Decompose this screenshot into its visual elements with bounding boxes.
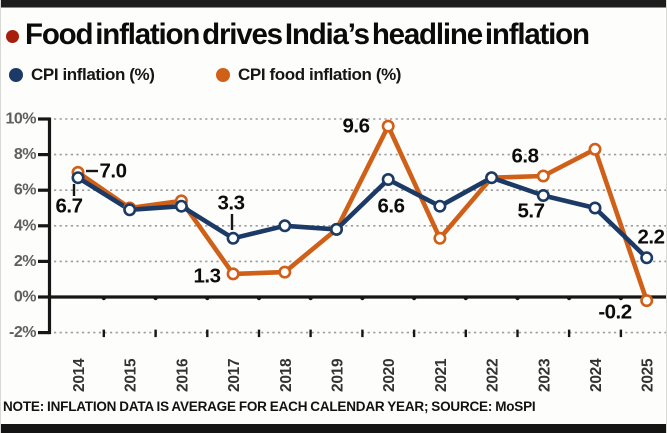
food-line (75, 123, 650, 303)
x-axis-tick-dot (360, 295, 365, 301)
y-tick-label: 10% (5, 111, 36, 128)
data-point (381, 173, 395, 187)
legend-label-cpi: CPI inflation (%) (31, 65, 155, 84)
chart-legend: CPI inflation (%) CPI food inflation (%) (9, 64, 401, 86)
y-tick-label: -2% (9, 324, 36, 341)
value-label: 2.2 (638, 226, 665, 249)
x-year-label: 2024 (588, 358, 605, 392)
y-tick-label: 8% (14, 146, 36, 163)
cpi-line (75, 175, 650, 261)
x-baseline-tick (516, 329, 519, 338)
value-label: 9.6 (343, 115, 370, 138)
x-year-label: 2025 (640, 358, 657, 392)
x-year-label: 2021 (433, 358, 450, 392)
data-point (640, 251, 654, 265)
data-point (536, 169, 550, 183)
x-baseline-tick (464, 329, 467, 338)
x-year-label: 2016 (174, 358, 191, 392)
legend-item-cpi-inflation: CPI inflation (%) (9, 65, 216, 85)
x-axis-tick-dot (515, 295, 520, 301)
data-point (123, 203, 137, 217)
source-note: NOTE: INFLATION DATA IS AVERAGE FOR EACH… (3, 399, 536, 414)
value-label: 6.8 (512, 145, 539, 168)
data-point (226, 267, 240, 281)
x-year-label: 2023 (536, 358, 553, 392)
y-tick-label: 2% (14, 253, 36, 270)
value-label: 7.0 (100, 160, 127, 183)
x-axis-tick-dot (101, 295, 107, 301)
data-point (174, 199, 188, 213)
data-point (588, 142, 602, 156)
title-bullet-icon (6, 29, 19, 43)
x-baseline-tick (309, 329, 312, 338)
data-point (433, 199, 447, 213)
x-axis-tick-dot (205, 295, 210, 301)
x-baseline-tick (567, 329, 571, 338)
data-point (485, 171, 499, 185)
food-series-dot-icon (216, 68, 230, 82)
data-point (433, 231, 447, 245)
x-axis-tick-dot (566, 295, 572, 301)
x-baseline-tick (361, 329, 364, 338)
data-point (226, 231, 240, 245)
value-label: 6.6 (378, 195, 405, 218)
line-chart: 10% 8% 6% 4% 2% 0% -2% 2014 2015 2016 2017 2018 2019… (5, 111, 666, 392)
x-baseline-tick (412, 329, 416, 338)
cpi-series-dot-icon (9, 68, 23, 82)
y-tick-label: 4% (14, 217, 36, 234)
x-baseline-tick (206, 329, 209, 338)
y-tick-label: 6% (14, 182, 36, 199)
value-label: 5.7 (518, 200, 545, 223)
x-axis-tick-dot (153, 295, 158, 301)
x-year-label: 2014 (71, 358, 88, 392)
x-axis-tick-dot (308, 295, 313, 301)
x-year-label: 2018 (278, 358, 295, 392)
x-axis-tick-dot (463, 295, 468, 301)
x-baseline-tick (102, 329, 105, 338)
title-row: Food inflation drives India’s headline i… (6, 13, 666, 57)
x-baseline-tick (619, 329, 623, 338)
data-point (278, 219, 292, 233)
x-year-label: 2022 (485, 359, 502, 392)
legend-label-food: CPI food inflation (%) (238, 65, 402, 84)
legend-item-cpi-food-inflation: CPI food inflation (%) (216, 65, 401, 85)
x-year-label: 2019 (330, 358, 347, 392)
bottom-border-bar (1, 424, 666, 433)
top-border-bar (1, 0, 666, 8)
x-year-label: 2015 (123, 358, 140, 392)
data-point (640, 294, 654, 308)
value-label: 6.7 (56, 195, 83, 218)
x-baseline-tick (154, 329, 157, 338)
chart-title: Food inflation drives India’s headline i… (25, 18, 590, 52)
x-year-label: 2017 (226, 359, 243, 392)
data-point (381, 119, 395, 133)
data-point (536, 189, 550, 203)
x-axis-tick-dot (256, 295, 262, 301)
x-axis-tick-dot (618, 295, 624, 301)
x-axis-tick-dot (411, 295, 417, 301)
value-label: 1.3 (194, 265, 221, 288)
x-baseline-tick (257, 329, 261, 338)
data-point (329, 222, 343, 236)
y-tick-label: 0% (14, 289, 36, 306)
data-point (588, 201, 602, 215)
x-year-label: 2020 (381, 359, 398, 392)
value-label: -0.2 (598, 301, 631, 324)
data-point (71, 171, 85, 185)
value-label: 3.3 (218, 192, 245, 215)
data-point (278, 265, 292, 279)
